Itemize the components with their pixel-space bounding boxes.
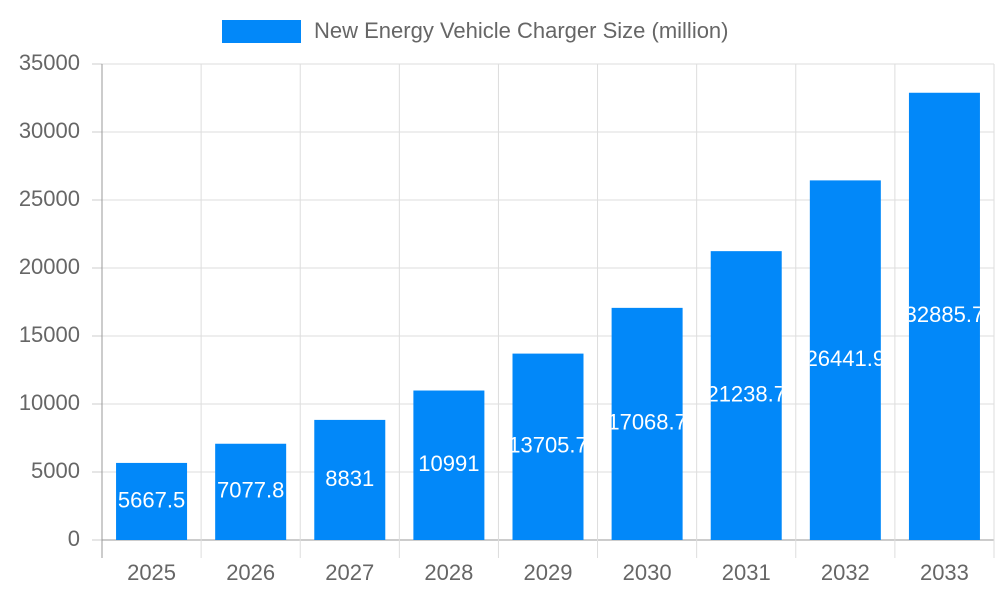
y-tick-label: 0 (68, 526, 80, 551)
bar (413, 390, 485, 540)
data-label: 13705.7 (508, 433, 588, 458)
bar (512, 353, 584, 540)
data-label: 26441.9 (806, 346, 886, 371)
y-tick-label: 35000 (19, 50, 80, 75)
legend-label[interactable]: New Energy Vehicle Charger Size (million… (314, 18, 729, 43)
data-label: 32885.7 (905, 302, 985, 327)
y-tick-label: 30000 (19, 118, 80, 143)
x-tick-label: 2025 (127, 560, 176, 585)
bar (809, 180, 881, 540)
y-tick-label: 5000 (31, 458, 80, 483)
x-tick-label: 2030 (623, 560, 672, 585)
data-label: 21238.7 (706, 381, 786, 406)
y-tick-label: 15000 (19, 322, 80, 347)
data-label: 7077.8 (217, 478, 284, 503)
x-tick-label: 2031 (722, 560, 771, 585)
data-label: 17068.7 (607, 410, 687, 435)
x-tick-label: 2027 (325, 560, 374, 585)
bar (710, 251, 782, 540)
y-tick-label: 25000 (19, 186, 80, 211)
x-tick-label: 2033 (920, 560, 969, 585)
x-tick-label: 2032 (821, 560, 870, 585)
y-tick-label: 20000 (19, 254, 80, 279)
x-tick-label: 2026 (226, 560, 275, 585)
data-label: 8831 (325, 466, 374, 491)
x-tick-label: 2028 (424, 560, 473, 585)
bar (116, 462, 188, 540)
data-label: 5667.5 (118, 487, 185, 512)
bar (611, 307, 683, 540)
data-label: 10991 (418, 451, 479, 476)
x-tick-label: 2029 (524, 560, 573, 585)
bar (215, 443, 287, 540)
y-tick-label: 10000 (19, 390, 80, 415)
bar (314, 419, 386, 540)
legend-swatch[interactable] (222, 20, 301, 43)
bar (908, 92, 980, 540)
